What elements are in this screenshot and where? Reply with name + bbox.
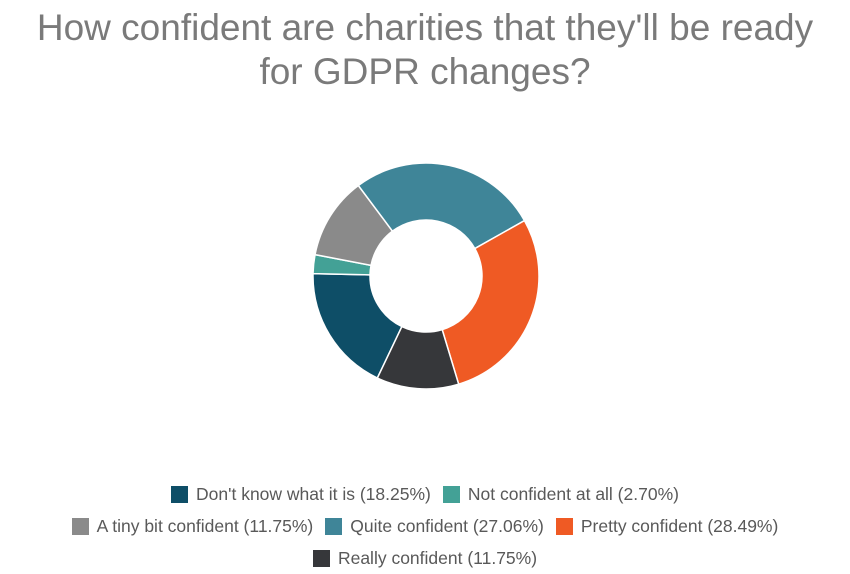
- chart-title-line-1: How confident are charities that they'll…: [36, 7, 814, 48]
- chart-title: How confident are charities that they'll…: [0, 6, 850, 94]
- slice-pretty: [441, 219, 540, 386]
- legend-swatch: [325, 517, 343, 535]
- legend-label: Pretty confident (28.49%): [580, 515, 779, 536]
- legend-label: Quite confident (27.06%): [350, 515, 544, 536]
- legend-swatch: [555, 517, 573, 535]
- chart-legend: Don't know what it is (18.25%) Not confi…: [0, 478, 850, 574]
- legend-item-dont-know: Don't know what it is (18.25%): [171, 484, 431, 505]
- legend-label: Really confident (11.75%): [337, 547, 538, 568]
- legend-row-2: A tiny bit confident (11.75%) Quite conf…: [0, 510, 850, 542]
- legend-item-quite: Quite confident (27.06%): [325, 516, 544, 537]
- legend-label: Not confident at all (2.70%): [467, 483, 679, 504]
- legend-swatch: [312, 549, 330, 567]
- legend-item-not-confident: Not confident at all (2.70%): [442, 483, 679, 505]
- legend-item-really: Really confident (11.75%): [312, 547, 538, 569]
- legend-item-tiny-bit: A tiny bit confident (11.75%): [71, 515, 314, 537]
- legend-item-pretty: Pretty confident (28.49%): [555, 515, 779, 537]
- legend-row-1: Don't know what it is (18.25%) Not confi…: [0, 478, 850, 510]
- chart-title-line-2: for GDPR changes?: [259, 51, 591, 92]
- legend-swatch: [442, 485, 460, 503]
- legend-swatch: [71, 517, 89, 535]
- legend-label: Don't know what it is (18.25%): [196, 483, 431, 504]
- legend-label: A tiny bit confident (11.75%): [96, 515, 314, 536]
- legend-swatch: [171, 485, 189, 503]
- slice-really: [376, 325, 460, 390]
- slice-quite: [357, 162, 526, 250]
- legend-row-3: Really confident (11.75%): [0, 542, 850, 574]
